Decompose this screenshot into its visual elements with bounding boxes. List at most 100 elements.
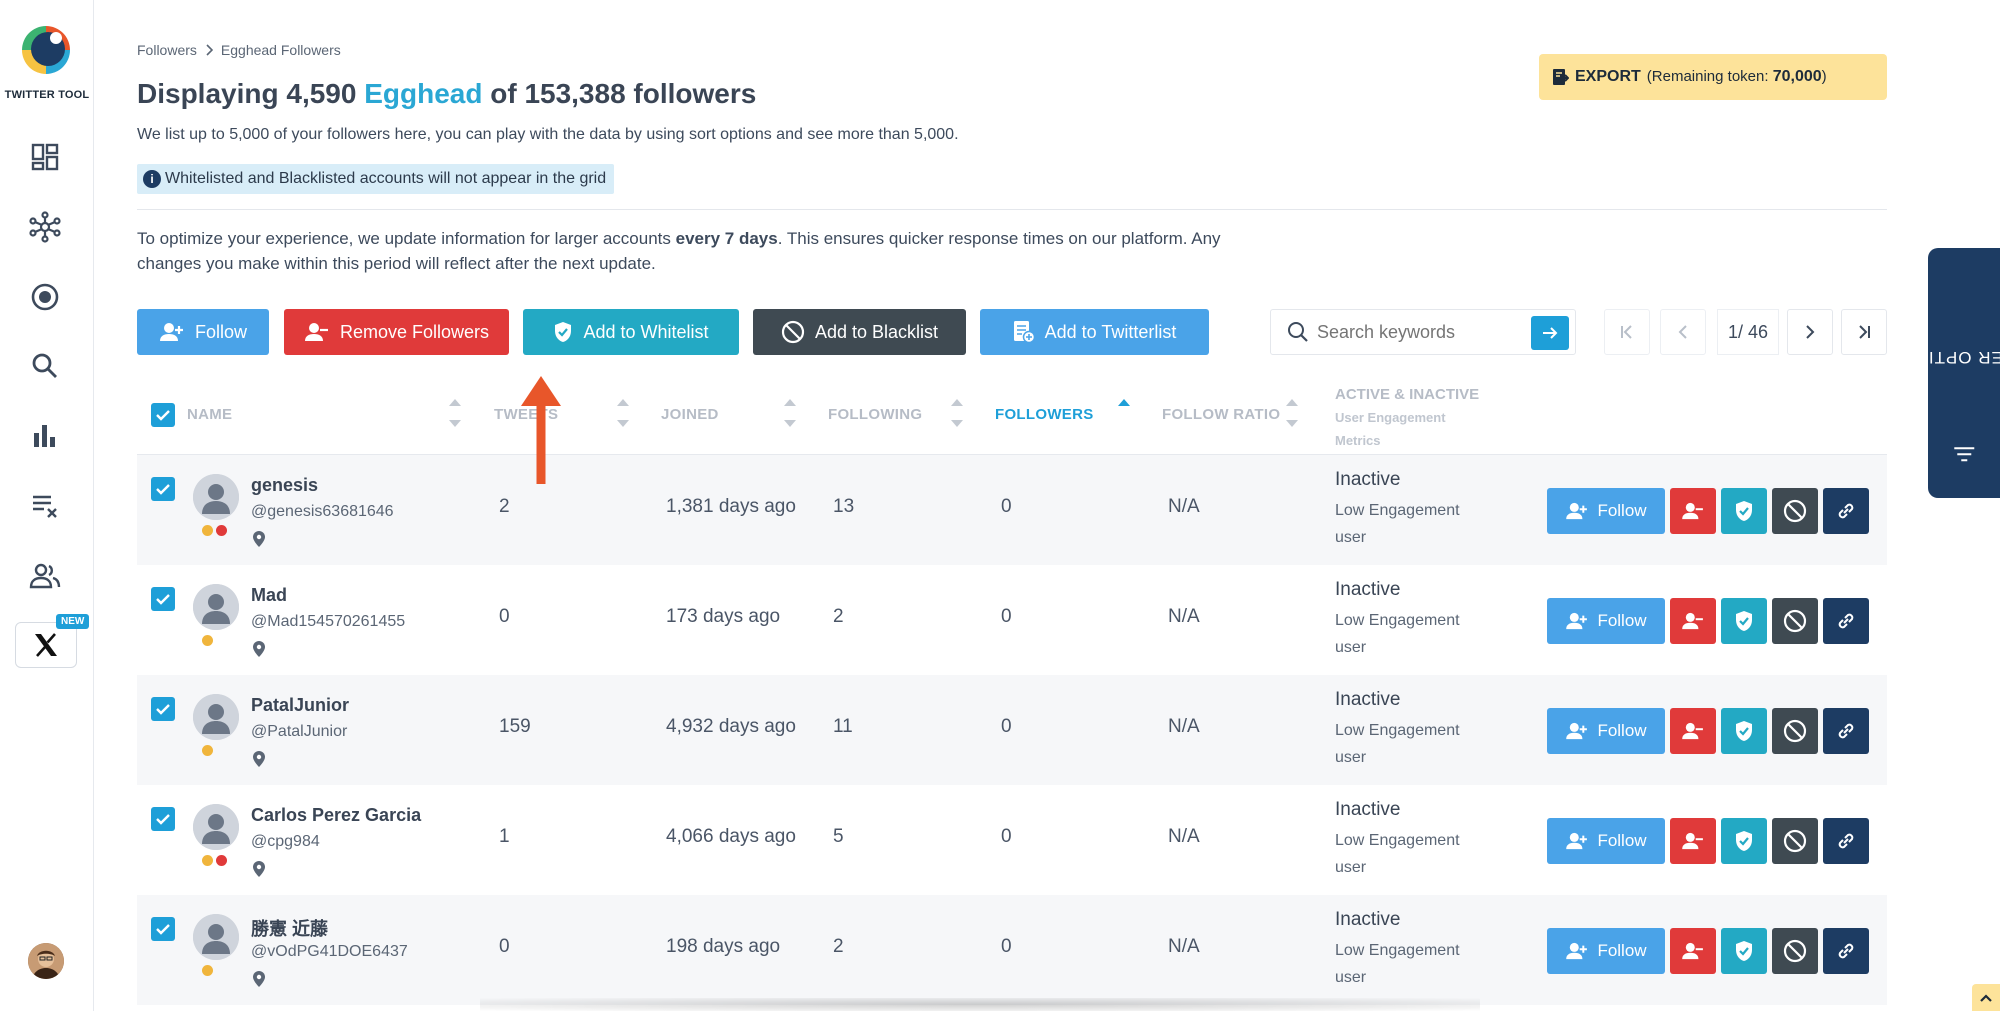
filter-options-tab[interactable]: FILTER OPTIONS <box>1888 248 2000 498</box>
first-page-button[interactable] <box>1604 309 1650 355</box>
user-avatar[interactable] <box>28 943 64 979</box>
sort-following-icon[interactable] <box>951 399 963 427</box>
row-follow-button[interactable]: Follow <box>1547 598 1665 644</box>
dashboard-icon[interactable] <box>27 139 63 175</box>
row-follow-button[interactable]: Follow <box>1547 928 1665 974</box>
network-icon[interactable] <box>27 209 63 245</box>
breadcrumb-parent[interactable]: Followers <box>137 42 197 58</box>
row-remove-button[interactable] <box>1670 708 1716 754</box>
row-remove-button[interactable] <box>1670 488 1716 534</box>
add-user-icon <box>159 323 183 341</box>
scroll-to-top-button[interactable] <box>1972 984 2000 1011</box>
col-joined[interactable]: JOINED <box>661 406 719 423</box>
row-follow-button[interactable]: Follow <box>1547 488 1665 534</box>
divider <box>137 209 1887 210</box>
cell-followers: 0 <box>1001 936 1012 957</box>
sort-joined-icon[interactable] <box>784 399 796 427</box>
user-name[interactable]: Carlos Perez Garcia <box>251 805 422 825</box>
row-whitelist-button[interactable] <box>1721 928 1767 974</box>
avatar[interactable] <box>193 804 239 850</box>
users-icon[interactable] <box>27 558 63 594</box>
row-remove-button[interactable] <box>1670 928 1716 974</box>
bar-chart-icon[interactable] <box>27 418 63 454</box>
prev-page-button[interactable] <box>1660 309 1706 355</box>
row-link-button[interactable] <box>1823 708 1869 754</box>
sort-tweets-icon[interactable] <box>617 399 629 427</box>
cell-following: 2 <box>833 936 844 957</box>
col-following[interactable]: FOLLOWING <box>828 406 923 423</box>
col-activity: ACTIVE & INACTIVE User Engagement Metric… <box>1335 383 1479 452</box>
cell-joined: 1,381 days ago <box>666 496 796 517</box>
app-logo[interactable] <box>18 22 74 78</box>
last-page-button[interactable] <box>1841 309 1887 355</box>
row-link-button[interactable] <box>1823 818 1869 864</box>
row-checkbox[interactable] <box>151 917 175 941</box>
add-to-blacklist-button[interactable]: Add to Blacklist <box>753 309 966 355</box>
row-checkbox[interactable] <box>151 807 175 831</box>
user-name[interactable]: genesis <box>251 475 319 495</box>
row-remove-button[interactable] <box>1670 598 1716 644</box>
add-user-icon <box>1566 502 1588 520</box>
col-followers[interactable]: FOLLOWERS <box>995 406 1094 423</box>
blacklist-label: Add to Blacklist <box>814 321 939 342</box>
user-name[interactable]: Mad <box>251 585 287 605</box>
user-handle[interactable]: @genesis63681646 <box>251 503 394 520</box>
row-whitelist-button[interactable] <box>1721 598 1767 644</box>
row-blacklist-button[interactable] <box>1772 488 1818 534</box>
next-page-button[interactable] <box>1787 309 1833 355</box>
token-suffix: ) <box>1821 68 1827 85</box>
avatar[interactable] <box>193 694 239 740</box>
avatar[interactable] <box>193 914 239 960</box>
sort-name-icon[interactable] <box>449 399 461 427</box>
x-logo-icon[interactable] <box>15 622 77 668</box>
sort-followers-icon[interactable] <box>1118 399 1130 427</box>
avatar[interactable] <box>193 474 239 520</box>
search-submit-button[interactable] <box>1531 316 1569 350</box>
select-all-checkbox[interactable] <box>151 403 175 427</box>
row-blacklist-button[interactable] <box>1772 598 1818 644</box>
row-follow-button[interactable]: Follow <box>1547 818 1665 864</box>
row-link-button[interactable] <box>1823 928 1869 974</box>
list-remove-icon[interactable] <box>27 488 63 524</box>
cell-follow-ratio: N/A <box>1168 606 1200 627</box>
row-blacklist-button[interactable] <box>1772 928 1818 974</box>
row-checkbox[interactable] <box>151 697 175 721</box>
user-name[interactable]: 勝憲 近藤 <box>251 919 329 939</box>
user-handle[interactable]: @Mad154570261455 <box>251 613 406 630</box>
row-blacklist-button[interactable] <box>1772 818 1818 864</box>
row-whitelist-button[interactable] <box>1721 488 1767 534</box>
table-row: PatalJunior @PatalJunior 159 4,932 days … <box>137 675 1887 785</box>
remove-followers-label: Remove Followers <box>339 321 490 342</box>
row-checkbox[interactable] <box>151 477 175 501</box>
engagement-text: Low Engagement user <box>1335 827 1485 881</box>
row-whitelist-button[interactable] <box>1721 818 1767 864</box>
row-blacklist-button[interactable] <box>1772 708 1818 754</box>
col-name[interactable]: NAME <box>187 406 233 423</box>
search-nav-icon[interactable] <box>27 348 63 384</box>
row-remove-button[interactable] <box>1670 818 1716 864</box>
follow-label: Follow <box>194 321 247 342</box>
col-follow-ratio[interactable]: FOLLOW RATIO <box>1162 406 1281 423</box>
user-name[interactable]: PatalJunior <box>251 695 350 715</box>
follow-button[interactable]: Follow <box>137 309 269 355</box>
avatar[interactable] <box>193 584 239 630</box>
row-follow-button[interactable]: Follow <box>1547 708 1665 754</box>
row-link-button[interactable] <box>1823 598 1869 644</box>
sort-ratio-icon[interactable] <box>1286 399 1298 427</box>
target-icon[interactable] <box>27 279 63 315</box>
search-input[interactable] <box>1317 321 1527 343</box>
user-handle[interactable]: @cpg984 <box>251 833 320 850</box>
row-whitelist-button[interactable] <box>1721 708 1767 754</box>
add-to-whitelist-button[interactable]: Add to Whitelist <box>523 309 739 355</box>
row-link-button[interactable] <box>1823 488 1869 534</box>
user-handle[interactable]: @vOdPG41DOE6437 <box>251 943 408 960</box>
location-pin-icon <box>253 751 265 767</box>
table-header: NAME TWEETS JOINED FOLLOWING FOLLOWERS F… <box>137 375 1887 455</box>
export-button[interactable]: EXPORT (Remaining token: 70,000) <box>1539 54 1887 100</box>
user-handle[interactable]: @PatalJunior <box>251 723 348 740</box>
cell-joined: 198 days ago <box>666 936 781 957</box>
location-pin-icon <box>253 861 265 877</box>
remove-followers-button[interactable]: Remove Followers <box>284 309 509 355</box>
add-to-twitterlist-button[interactable]: Add to Twitterlist <box>980 309 1209 355</box>
row-checkbox[interactable] <box>151 587 175 611</box>
